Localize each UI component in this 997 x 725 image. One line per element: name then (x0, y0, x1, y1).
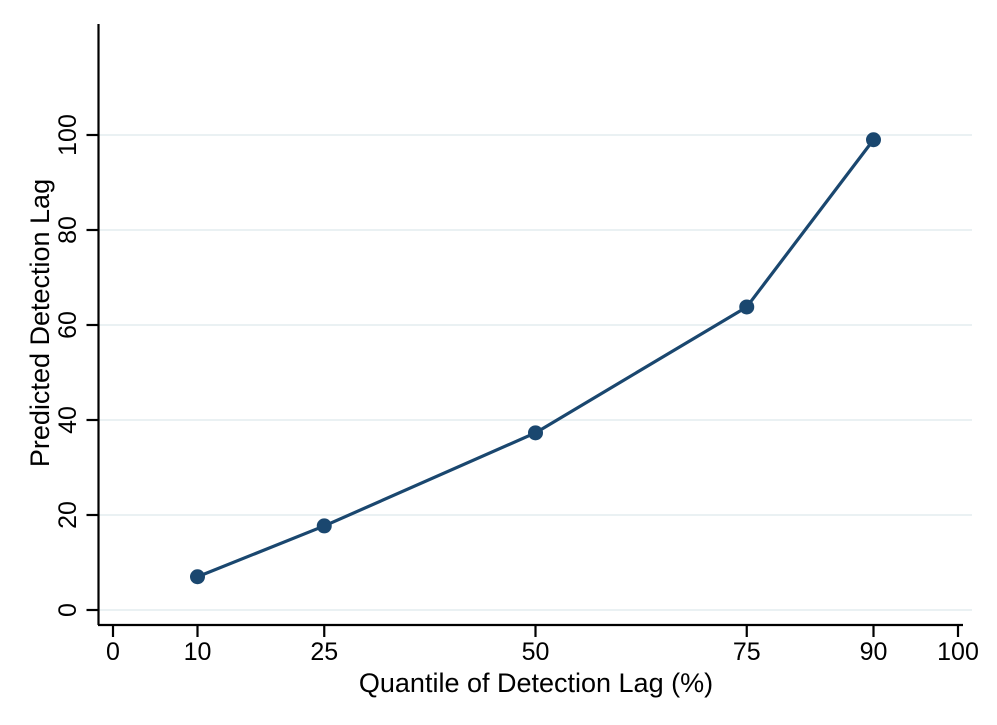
y-tick-label: 80 (54, 216, 82, 244)
x-axis-title: Quantile of Detection Lag (%) (359, 668, 713, 698)
y-axis-ticks: 0 20 40 60 80 100 (54, 114, 99, 617)
y-tick-label: 0 (54, 603, 82, 617)
data-series (190, 132, 881, 585)
y-tick-label: 20 (54, 501, 82, 529)
series-line (196, 138, 875, 579)
y-tick-label: 100 (54, 114, 82, 156)
data-point-marker (528, 425, 543, 441)
data-point-marker (739, 299, 755, 315)
y-axis-title: Predicted Detection Lag (25, 179, 55, 467)
x-tick-label: 10 (184, 638, 212, 666)
x-tick-label: 100 (937, 638, 979, 666)
x-tick-label: 50 (522, 638, 550, 666)
x-tick-label: 90 (860, 638, 888, 666)
x-tick-label: 25 (310, 638, 338, 666)
data-point-marker (866, 132, 881, 148)
data-point-marker (316, 518, 332, 534)
x-tick-label: 0 (106, 638, 120, 666)
data-point-marker (190, 569, 205, 585)
x-axis-ticks: 0 10 25 50 75 90 100 (106, 625, 979, 666)
y-tick-label: 40 (54, 406, 82, 434)
y-tick-label: 60 (54, 311, 82, 339)
gridlines (99, 134, 972, 611)
x-tick-label: 75 (733, 638, 761, 666)
